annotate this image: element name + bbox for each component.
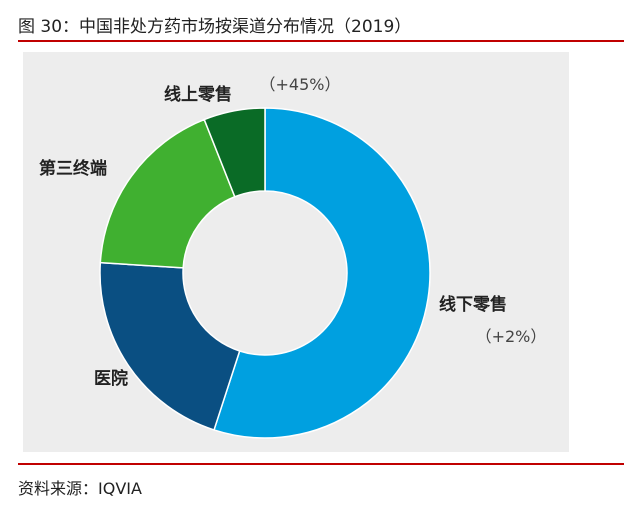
chart-panel: 线下零售 （+2%） 医院 第三终端 线上零售 （+45%） bbox=[23, 52, 569, 452]
donut-slice-3 bbox=[99, 118, 236, 269]
growth-annotation-1: （+2%） bbox=[476, 327, 547, 346]
slice-label-3: 第三终端 bbox=[39, 158, 107, 179]
source-note: 资料来源：IQVIA bbox=[18, 479, 142, 498]
donut-slice-2 bbox=[99, 261, 241, 431]
figure-title: 图 30：中国非处方药市场按渠道分布情况（2019） bbox=[18, 17, 412, 37]
slice-label-2: 医院 bbox=[94, 368, 128, 389]
slice-label-4: 线上零售 bbox=[164, 84, 232, 105]
source-rule bbox=[18, 463, 624, 465]
donut-slice-1 bbox=[213, 107, 431, 439]
growth-annotation-4: （+45%） bbox=[260, 75, 341, 94]
donut-slice-4 bbox=[203, 107, 266, 198]
donut-chart: 线下零售 （+2%） 医院 第三终端 线上零售 （+45%） bbox=[39, 75, 547, 439]
slice-label-1: 线下零售 bbox=[439, 294, 507, 315]
title-rule bbox=[18, 40, 624, 42]
